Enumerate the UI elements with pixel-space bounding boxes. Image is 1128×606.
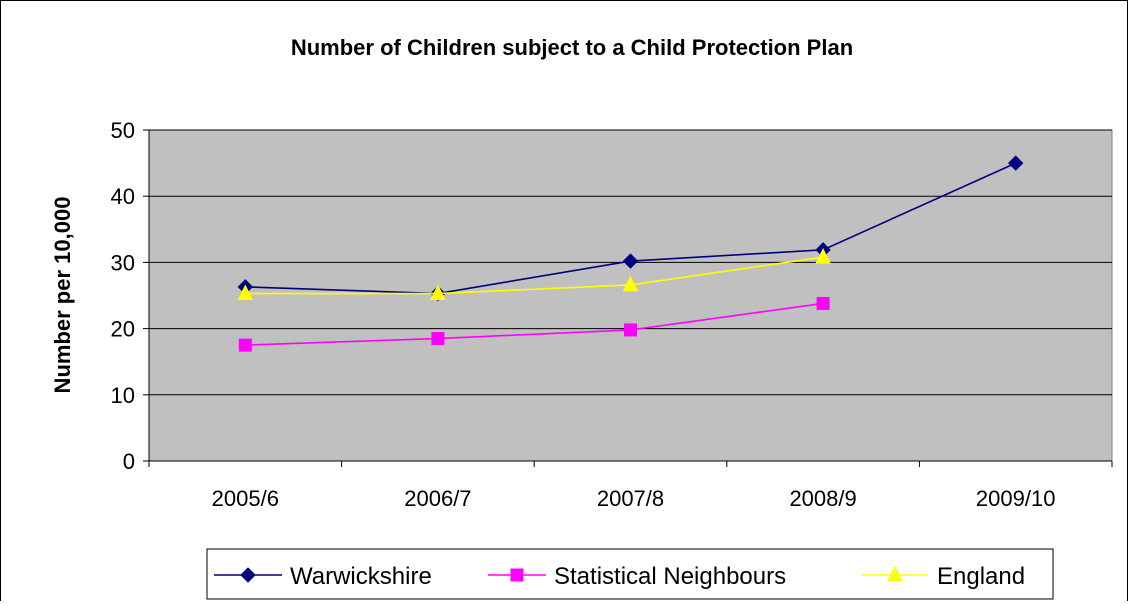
data-point-england [237, 284, 254, 301]
y-tick-label: 30 [111, 250, 135, 275]
chart-title: Number of Children subject to a Child Pr… [291, 35, 853, 60]
x-tick-label: 2007/8 [597, 486, 664, 511]
x-tick-label: 2005/6 [212, 486, 279, 511]
series-line-england [245, 256, 824, 295]
y-axis-label: Number per 10,000 [50, 197, 75, 394]
legend: Warwickshire Statistical Neighbours Englan… [206, 548, 1054, 600]
data-point-england [430, 284, 446, 301]
x-tick-label: 2009/10 [976, 486, 1056, 511]
y-tick-label: 0 [123, 449, 135, 474]
data-point-england [622, 275, 639, 292]
data-point-statistical-neighbours [238, 338, 252, 352]
legend-entry-statistical-neighbours: Statistical Neighbours [488, 563, 786, 590]
legend-marker [510, 568, 524, 582]
y-tick-label: 20 [111, 317, 135, 342]
legend-label: England [937, 563, 1025, 590]
data-point-warwickshire [1007, 155, 1024, 171]
x-tick-label: 2006/7 [404, 486, 471, 511]
legend-label: Statistical Neighbours [554, 563, 786, 590]
legend-box [206, 548, 1054, 600]
y-tick-label: 10 [111, 383, 135, 408]
y-tick-label: 50 [111, 118, 135, 143]
series-line-statistical-neighbours [245, 302, 824, 346]
series-layer [237, 155, 1024, 352]
legend-marker [240, 567, 256, 583]
legend-marker [887, 565, 903, 582]
data-point-statistical-neighbours [816, 296, 830, 310]
data-point-statistical-neighbours [624, 323, 637, 337]
legend-entry-england: England [862, 563, 1025, 590]
data-point-england [815, 247, 831, 264]
legend-label: Warwickshire [290, 563, 432, 590]
data-point-statistical-neighbours [431, 332, 445, 346]
series-england [237, 247, 831, 301]
data-point-warwickshire [622, 253, 639, 269]
series-statistical-neighbours [238, 296, 830, 352]
x-tick-label: 2008/9 [789, 486, 856, 511]
y-tick-label: 40 [111, 184, 135, 209]
axes: 0 10 20 30 40 50 2005/6 2006/7 2007/8 2008/9 2009/… [111, 118, 1113, 511]
legend-entry-warwickshire: Warwickshire [214, 563, 432, 590]
plot-area [148, 129, 1113, 462]
